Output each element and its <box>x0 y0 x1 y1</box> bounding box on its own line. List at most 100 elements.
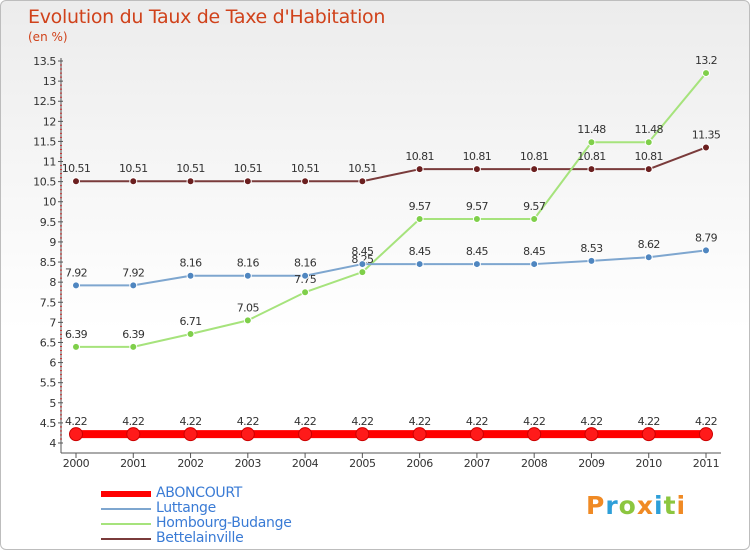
data-label: 6.39 <box>65 328 88 341</box>
data-label: 10.81 <box>463 150 492 163</box>
x-tick-label: 2004 <box>292 457 319 470</box>
logo-letter: t <box>663 491 677 520</box>
y-tick-label: 7.5 <box>40 296 57 309</box>
data-point <box>530 165 539 174</box>
y-tick-label: 4.5 <box>40 417 57 430</box>
logo-letter: o <box>618 491 637 520</box>
y-tick-label: 8 <box>49 276 56 289</box>
data-point <box>240 427 255 442</box>
data-label: 4.22 <box>237 415 259 428</box>
data-point <box>186 271 195 280</box>
data-point <box>641 427 656 442</box>
data-label: 4.22 <box>523 415 545 428</box>
data-label: 4.22 <box>580 415 602 428</box>
data-label: 6.71 <box>179 315 201 328</box>
data-label: 13.2 <box>695 54 717 67</box>
data-point <box>129 177 138 186</box>
data-label: 6.39 <box>122 328 145 341</box>
data-point <box>412 427 427 442</box>
y-tick-label: 10 <box>43 196 57 209</box>
data-label: 4.22 <box>65 415 87 428</box>
legend-swatch-hombourg-budange <box>101 523 151 525</box>
series-line-luttange <box>76 249 707 287</box>
x-tick-label: 2001 <box>120 457 146 470</box>
data-label: 10.81 <box>577 150 606 163</box>
logo-letter: x <box>636 491 654 520</box>
data-label: 9.57 <box>466 200 489 213</box>
data-label: 7.75 <box>294 273 317 286</box>
data-point <box>702 246 710 255</box>
data-point <box>243 271 252 280</box>
data-label: 4.22 <box>638 415 660 428</box>
data-point <box>472 215 481 224</box>
data-point <box>301 177 310 186</box>
data-point <box>702 143 710 152</box>
legend-label: Hombourg-Budange <box>156 515 292 531</box>
x-tick-label: 2008 <box>521 457 548 470</box>
x-tick-label: 2002 <box>177 457 203 470</box>
y-tick-label: 12.5 <box>33 95 56 108</box>
data-point <box>415 165 424 174</box>
data-point <box>358 268 367 277</box>
legend-swatch-bettelainville <box>101 538 151 540</box>
data-label: 8.16 <box>237 257 260 270</box>
y-tick-label: 9 <box>49 236 56 249</box>
y-tick-label: 5 <box>49 397 56 410</box>
y-tick-label: 11 <box>43 156 56 169</box>
data-point <box>469 427 484 442</box>
proxiti-logo: Proxiti <box>586 491 686 520</box>
data-label: 8.16 <box>294 257 317 270</box>
legend-label: ABONCOURT <box>156 485 243 501</box>
data-point <box>358 260 367 269</box>
data-point <box>243 177 252 186</box>
x-tick-label: 2005 <box>349 457 376 470</box>
y-tick-label: 6.5 <box>40 336 57 349</box>
y-tick-label: 13 <box>43 75 57 88</box>
data-label: 10.51 <box>234 162 263 175</box>
data-point <box>699 427 713 442</box>
data-label: 10.81 <box>405 150 434 163</box>
data-label: 7.92 <box>122 266 144 279</box>
data-label: 9.57 <box>409 200 432 213</box>
data-label: 4.22 <box>466 415 488 428</box>
logo-letter: i <box>654 491 664 520</box>
data-point <box>587 165 596 174</box>
data-point <box>186 177 195 186</box>
legend-label: Bettelainville <box>156 530 244 546</box>
y-tick-label: 11.5 <box>33 135 56 148</box>
x-tick-label: 2009 <box>578 457 605 470</box>
data-point <box>243 316 252 325</box>
data-point <box>129 342 138 351</box>
data-point <box>587 138 596 147</box>
series-line-hombourg-budange <box>76 72 707 348</box>
data-point <box>355 427 370 442</box>
data-label: 10.51 <box>62 162 91 175</box>
data-label: 10.51 <box>348 162 377 175</box>
y-tick-label: 7 <box>49 316 56 329</box>
x-tick-label: 2000 <box>63 457 90 470</box>
data-point <box>301 271 310 280</box>
data-label: 8.45 <box>523 245 546 258</box>
x-tick-label: 2007 <box>464 457 491 470</box>
data-label: 8.45 <box>466 245 489 258</box>
data-label: 8.53 <box>580 242 603 255</box>
data-label: 7.92 <box>65 266 87 279</box>
x-tick-label: 2006 <box>406 457 433 470</box>
data-point <box>126 427 141 442</box>
data-label: 11.48 <box>577 123 606 136</box>
data-point <box>702 69 710 78</box>
data-label: 4.22 <box>294 415 316 428</box>
data-point <box>72 342 80 351</box>
data-label: 4.22 <box>695 415 717 428</box>
legend-swatch-aboncourt <box>101 491 151 497</box>
data-label: 8.79 <box>695 231 718 244</box>
data-label: 10.51 <box>119 162 148 175</box>
data-point <box>183 427 198 442</box>
y-tick-label: 5.5 <box>40 377 57 390</box>
data-point <box>72 281 80 290</box>
data-label: 8.62 <box>638 238 660 251</box>
chart-title: Evolution du Taux de Taxe d'Habitation <box>28 6 386 28</box>
data-point <box>415 260 424 269</box>
